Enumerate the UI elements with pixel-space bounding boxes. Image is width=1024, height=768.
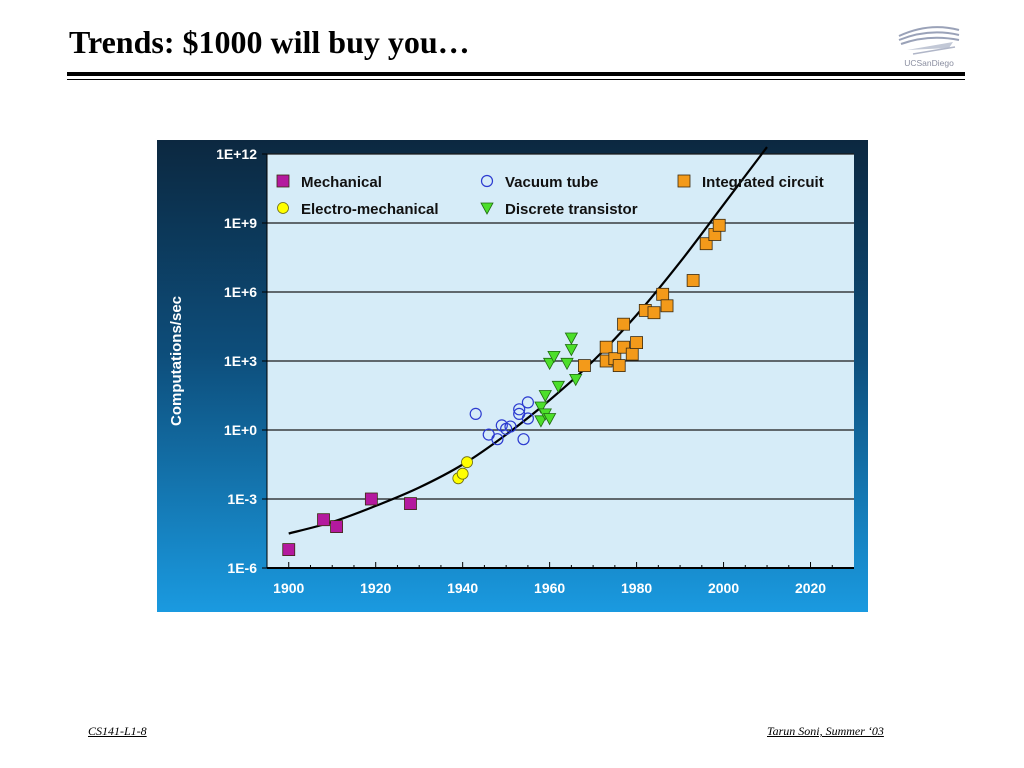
trend-line	[288, 146, 768, 535]
electro-mechanical-point	[456, 467, 469, 480]
discrete-transistor-point	[560, 357, 574, 371]
discrete-transistor-point	[551, 380, 565, 394]
y-tick-label: 1E+3	[224, 353, 257, 369]
legend-label-mechanical: Mechanical	[301, 174, 382, 191]
vacuum-tube-point	[513, 403, 526, 416]
y-tick-label: 1E+12	[216, 146, 257, 162]
x-tick-label: 1980	[621, 580, 652, 596]
footer-author: Tarun Soni, Summer ‘03	[767, 724, 884, 738]
x-tick-label: 1900	[273, 580, 304, 596]
legend: Mechanical Electro-mechanical Vacuum tube D…	[276, 174, 824, 218]
legend-marker-vacuum-tube	[480, 174, 494, 188]
mechanical-point	[317, 513, 330, 527]
title-rule-thin	[67, 79, 965, 80]
title-rule-thick	[67, 72, 965, 76]
electro-mechanical-point	[461, 456, 473, 469]
logo-text: UCSanDiego	[904, 58, 954, 68]
discrete-transistor-point	[547, 350, 561, 364]
y-tick-label: 1E+0	[224, 422, 257, 438]
integrated-circuit-point	[660, 299, 674, 313]
integrated-circuit-point	[630, 336, 643, 350]
data-points	[282, 218, 726, 557]
mechanical-point	[282, 543, 296, 557]
legend-label-discrete-transistor: Discrete transistor	[505, 201, 638, 218]
legend-marker-mechanical	[276, 174, 290, 188]
legend-label-vacuum-tube: Vacuum tube	[505, 174, 598, 191]
discrete-transistor-point	[542, 357, 557, 371]
trend-line-group	[288, 146, 768, 535]
vacuum-tube-point	[521, 412, 534, 425]
legend-label-electro-mechanical: Electro-mechanical	[301, 201, 439, 218]
discrete-transistor-point	[538, 390, 552, 403]
footer-course-id: CS141-L1-8	[88, 724, 147, 738]
discrete-transistor-point	[534, 401, 548, 414]
vacuum-tube-point	[517, 433, 530, 446]
discrete-transistor-point	[534, 415, 548, 428]
vacuum-tube-point	[495, 419, 508, 432]
integrated-circuit-point	[617, 317, 630, 331]
x-tick-label: 1940	[447, 580, 478, 596]
y-tick-label: 1E-3	[227, 491, 257, 507]
integrated-circuit-point	[578, 359, 591, 373]
x-tick-label: 2000	[708, 580, 739, 596]
integrated-circuit-point	[612, 359, 626, 373]
y-tick-label: 1E+6	[224, 284, 257, 300]
integrated-circuit-point	[599, 340, 613, 354]
integrated-circuit-point	[686, 274, 700, 287]
ucsd-logo-icon	[898, 26, 960, 55]
axes: 1E-6 1E-3 1E+0 1E+3 1E+6 1E+9 1E+12 1900 1920 194…	[216, 146, 854, 596]
discrete-transistor-point	[564, 332, 579, 345]
discrete-transistor-point	[542, 413, 557, 426]
mechanical-point	[330, 520, 343, 534]
chart-svg: 1E-6 1E-3 1E+0 1E+3 1E+6 1E+9 1E+12 1900 1920 194…	[157, 140, 868, 612]
grid-lines	[267, 153, 854, 500]
mechanical-point	[364, 492, 378, 506]
x-tick-label: 1960	[534, 580, 565, 596]
legend-marker-electro-mechanical	[277, 202, 289, 214]
discrete-transistor-point	[569, 373, 583, 387]
y-axis-label: Computations/sec	[168, 296, 185, 426]
legend-marker-discrete-transistor	[480, 202, 494, 215]
vacuum-tube-point	[491, 433, 504, 446]
vacuum-tube-point	[504, 420, 517, 433]
vacuum-tube-point	[469, 407, 482, 420]
chart: 1E-6 1E-3 1E+0 1E+3 1E+6 1E+9 1E+12 1900 1920 194…	[157, 140, 868, 612]
integrated-circuit-point	[647, 306, 661, 320]
ucsd-logo: UCSanDiego	[893, 20, 965, 72]
legend-label-integrated-circuit: Integrated circuit	[702, 174, 824, 191]
vacuum-tube-point	[521, 396, 534, 409]
integrated-circuit-point	[712, 218, 726, 232]
slide-title: Trends: $1000 will buy you…	[69, 24, 470, 60]
x-tick-label: 2020	[795, 580, 826, 596]
mechanical-point	[404, 497, 417, 511]
y-tick-label: 1E-6	[227, 560, 257, 576]
integrated-circuit-point	[625, 347, 639, 361]
y-tick-label: 1E+9	[224, 215, 257, 231]
integrated-circuit-point	[656, 287, 670, 301]
legend-marker-integrated-circuit	[677, 174, 691, 188]
x-tick-label: 1920	[360, 580, 391, 596]
